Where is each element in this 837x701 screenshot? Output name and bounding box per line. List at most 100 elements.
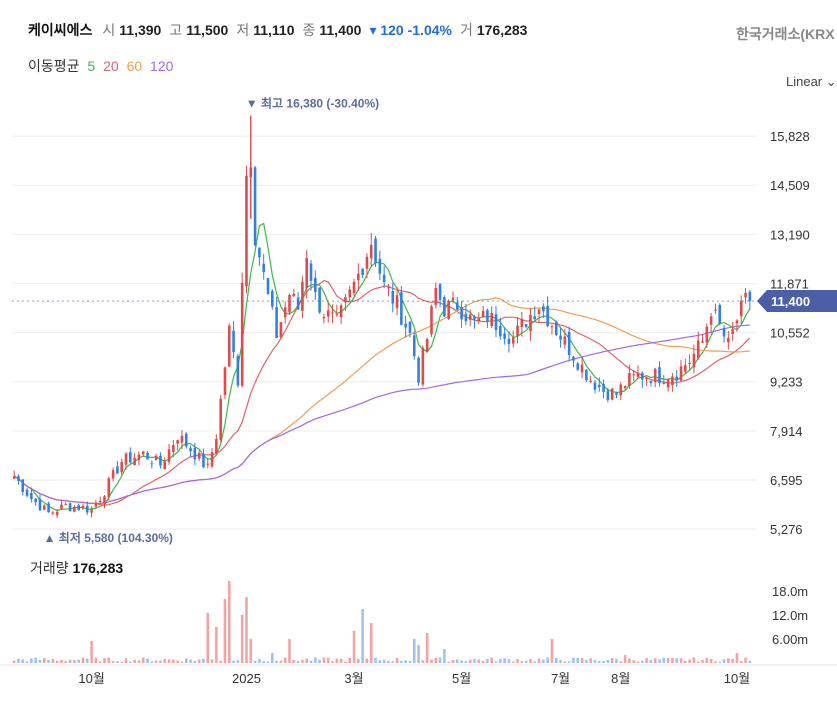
volume-bar xyxy=(34,657,37,663)
volume-bar xyxy=(499,659,502,663)
candle-body xyxy=(292,293,296,297)
volume-bar xyxy=(464,661,468,663)
candle-body xyxy=(305,258,308,289)
volume-bar xyxy=(103,658,106,663)
ma120-legend[interactable]: 120 xyxy=(150,58,174,74)
volume-bar xyxy=(477,659,481,663)
volume-bar xyxy=(585,660,588,663)
candle-body xyxy=(400,292,403,325)
candle-body xyxy=(124,453,128,465)
candle-body xyxy=(253,167,257,246)
ma60-legend[interactable]: 60 xyxy=(126,58,143,74)
volume-bar xyxy=(619,661,623,663)
scale-select[interactable]: Linear ⌄ xyxy=(786,74,837,90)
candle-body xyxy=(202,453,205,468)
candle-body xyxy=(739,300,743,317)
candle-body xyxy=(727,338,730,343)
volume-bar xyxy=(357,658,360,663)
volume-panel-label: 거래량 xyxy=(30,560,69,576)
candle-body xyxy=(671,376,674,385)
candle-body xyxy=(365,256,369,269)
ma5-legend[interactable]: 5 xyxy=(87,58,96,74)
volume-bar xyxy=(524,660,528,663)
volume-bar xyxy=(632,660,635,663)
ma-legend-title: 이동평균 xyxy=(28,58,80,74)
volume-bar xyxy=(494,661,498,663)
axes: 5,276 6,595 7,914 9,233 10,552 11,871 13,190 14… xyxy=(0,129,837,686)
candle-body xyxy=(210,452,214,467)
volume-bar xyxy=(296,661,300,663)
volume-bar xyxy=(202,658,205,663)
volume-bar xyxy=(748,660,752,663)
candle-body xyxy=(628,373,631,386)
candle-body xyxy=(456,302,459,310)
candle-body xyxy=(288,294,291,313)
candle-body xyxy=(378,258,382,274)
volume-bar xyxy=(73,659,76,663)
candle-body xyxy=(468,314,472,320)
candle-body xyxy=(714,309,717,311)
candle-body xyxy=(159,455,162,466)
candle-body xyxy=(172,444,175,452)
time-tick-label: 2025 xyxy=(232,671,261,686)
volume-bar xyxy=(322,657,326,663)
volume-bar xyxy=(301,659,304,663)
volume-bar xyxy=(593,659,597,663)
volume-bar xyxy=(597,660,601,663)
candle-body xyxy=(47,503,50,513)
volume-bar xyxy=(537,658,541,663)
candle-body xyxy=(81,505,85,509)
candle-body xyxy=(331,312,334,314)
volume-bar xyxy=(266,661,270,663)
ma20-legend[interactable]: 20 xyxy=(103,58,119,74)
volume-bar xyxy=(77,659,80,663)
candle-body xyxy=(21,479,25,492)
volume-bar xyxy=(559,659,562,663)
volume-bar xyxy=(503,658,506,663)
candle-body xyxy=(176,440,179,444)
volume-bar xyxy=(468,659,472,663)
candle-body xyxy=(623,385,627,389)
annotations: ▼ 최고 16,380 (-30.40%) ▲ 최저 5,580 (104.30%… xyxy=(44,96,380,545)
volume-bar xyxy=(438,657,442,663)
candle-body xyxy=(86,505,89,513)
candle-body xyxy=(133,457,136,465)
candle-body xyxy=(189,448,192,452)
volume-bar xyxy=(86,658,89,663)
candle-body xyxy=(30,492,33,500)
candle-body xyxy=(645,377,648,379)
volume-bar xyxy=(511,661,515,663)
price-tick-label: 15,828 xyxy=(770,129,810,144)
price-tick-label: 11,871 xyxy=(770,276,809,291)
candle-body xyxy=(344,297,347,303)
volume-bar xyxy=(378,660,382,663)
candle-body xyxy=(271,291,274,307)
high-label: 고 xyxy=(169,22,183,38)
candle-body xyxy=(391,291,395,304)
volume-bar xyxy=(141,657,145,663)
volume-bar xyxy=(146,658,149,663)
candle-body xyxy=(580,364,584,373)
volume-bar xyxy=(60,659,63,663)
volume-bar xyxy=(369,623,373,663)
volume-bar xyxy=(339,658,343,663)
volume-bar xyxy=(120,661,123,663)
candle-body xyxy=(309,263,313,281)
high-annotation: ▼ 최고 16,380 (-30.40%) xyxy=(246,96,379,111)
candle-body xyxy=(619,384,623,396)
volume-label: 거 xyxy=(459,22,473,38)
volume-bar xyxy=(649,659,653,663)
candle-body xyxy=(421,347,425,385)
volume-bar xyxy=(283,657,287,663)
candle-body xyxy=(748,291,752,302)
volume-bars xyxy=(12,581,752,663)
volume-bar xyxy=(589,658,592,663)
volume-bar xyxy=(348,657,352,663)
high-value: 11,500 xyxy=(186,22,229,38)
volume-bar xyxy=(662,657,666,663)
volume-bar xyxy=(572,657,575,663)
time-tick-label: 7월 xyxy=(551,671,570,686)
candle-body xyxy=(503,333,506,340)
volume-bar xyxy=(709,658,713,663)
